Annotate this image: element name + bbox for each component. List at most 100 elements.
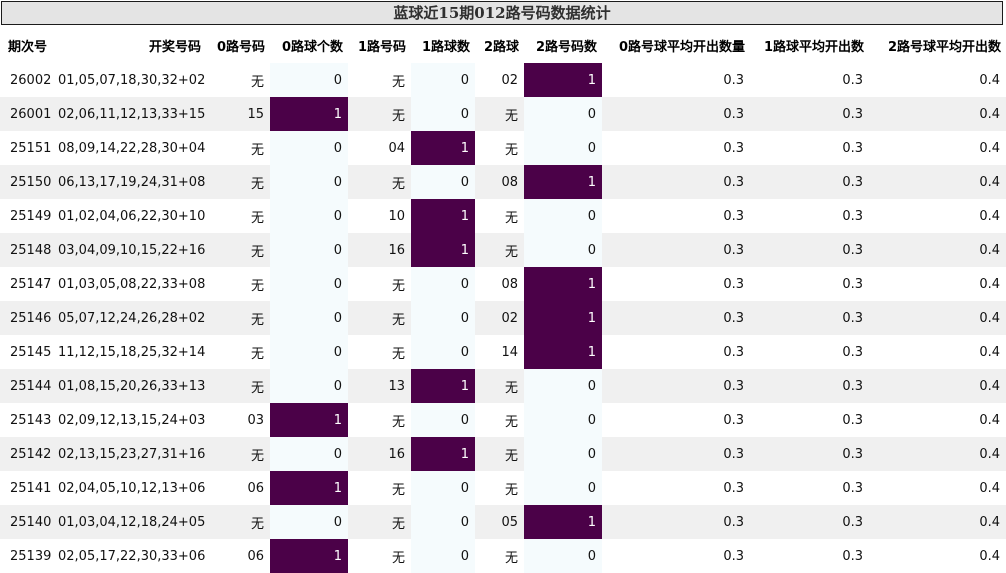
issue-cell: 25144	[0, 369, 58, 403]
road2-number-cell: 无	[475, 97, 524, 131]
header-road0-number: 0路号码	[206, 27, 270, 63]
road0-average-cell: 0.3	[602, 437, 750, 471]
road0-average-cell: 0.3	[602, 267, 750, 301]
road2-count-cell: 0	[524, 97, 602, 131]
road1-number-cell: 04	[348, 131, 411, 165]
road1-count-cell: 0	[411, 335, 475, 369]
road0-number-cell: 无	[206, 131, 270, 165]
draw-numbers-cell: 01,03,04,12,18,24+05	[58, 505, 206, 539]
road1-average-cell: 0.3	[750, 199, 869, 233]
road2-average-cell: 0.4	[869, 63, 1006, 97]
draw-numbers-cell: 02,13,15,23,27,31+16	[58, 437, 206, 471]
header-road2-count: 2路号码数	[524, 27, 602, 63]
road0-average-cell: 0.3	[602, 403, 750, 437]
road2-average-cell: 0.4	[869, 539, 1006, 573]
road2-average-cell: 0.4	[869, 97, 1006, 131]
road0-number-cell: 03	[206, 403, 270, 437]
road1-average-cell: 0.3	[750, 63, 869, 97]
table-row: 25145 11,12,15,18,25,32+14 无 0 无 0 14 1 0.3 0.3 0.…	[0, 335, 1006, 369]
road2-count-cell: 0	[524, 471, 602, 505]
road1-number-cell: 无	[348, 63, 411, 97]
road1-number-cell: 10	[348, 199, 411, 233]
road2-average-cell: 0.4	[869, 301, 1006, 335]
road1-count-cell: 0	[411, 471, 475, 505]
stats-table: 期次号 开奖号码 0路号码 0路球个数 1路号码 1路球数 2路球 2路号码数 …	[0, 27, 1006, 573]
road1-average-cell: 0.3	[750, 505, 869, 539]
road2-average-cell: 0.4	[869, 199, 1006, 233]
draw-numbers-cell: 01,05,07,18,30,32+02	[58, 63, 206, 97]
road0-number-cell: 无	[206, 369, 270, 403]
road1-count-cell: 0	[411, 165, 475, 199]
draw-numbers-cell: 02,09,12,13,15,24+03	[58, 403, 206, 437]
road2-count-cell: 0	[524, 131, 602, 165]
draw-numbers-cell: 11,12,15,18,25,32+14	[58, 335, 206, 369]
road2-count-cell: 1	[524, 63, 602, 97]
road0-number-cell: 06	[206, 539, 270, 573]
table-body: 26002 01,05,07,18,30,32+02 无 0 无 0 02 1 0.3 0.3 0.…	[0, 63, 1006, 573]
road1-number-cell: 无	[348, 165, 411, 199]
road0-average-cell: 0.3	[602, 165, 750, 199]
table-row: 25140 01,03,04,12,18,24+05 无 0 无 0 05 1 0.3 0.3 0.…	[0, 505, 1006, 539]
road0-count-cell: 0	[270, 63, 348, 97]
road2-average-cell: 0.4	[869, 369, 1006, 403]
road0-number-cell: 无	[206, 437, 270, 471]
road0-average-cell: 0.3	[602, 97, 750, 131]
road2-number-cell: 02	[475, 301, 524, 335]
road1-count-cell: 0	[411, 63, 475, 97]
table-row: 25144 01,08,15,20,26,33+13 无 0 13 1 无 0 0.3 0.3 0.…	[0, 369, 1006, 403]
road0-average-cell: 0.3	[602, 369, 750, 403]
road1-number-cell: 16	[348, 437, 411, 471]
road1-number-cell: 无	[348, 505, 411, 539]
header-road1-count: 1路球数	[411, 27, 475, 63]
road0-number-cell: 无	[206, 505, 270, 539]
table-title: 蓝球近15期012路号码数据统计	[1, 1, 1003, 25]
road1-number-cell: 无	[348, 471, 411, 505]
road0-average-cell: 0.3	[602, 471, 750, 505]
draw-numbers-cell: 06,13,17,19,24,31+08	[58, 165, 206, 199]
road1-average-cell: 0.3	[750, 233, 869, 267]
road2-number-cell: 05	[475, 505, 524, 539]
table-row: 26001 02,06,11,12,13,33+15 15 1 无 0 无 0 0.3 0.3 0.…	[0, 97, 1006, 131]
road1-count-cell: 1	[411, 369, 475, 403]
road0-count-cell: 0	[270, 369, 348, 403]
road1-count-cell: 0	[411, 267, 475, 301]
table-row: 25147 01,03,05,08,22,33+08 无 0 无 0 08 1 0.3 0.3 0.…	[0, 267, 1006, 301]
road2-count-cell: 1	[524, 335, 602, 369]
road1-number-cell: 13	[348, 369, 411, 403]
road2-number-cell: 无	[475, 471, 524, 505]
road1-average-cell: 0.3	[750, 165, 869, 199]
road0-count-cell: 1	[270, 539, 348, 573]
issue-cell: 25148	[0, 233, 58, 267]
road2-number-cell: 无	[475, 437, 524, 471]
road0-average-cell: 0.3	[602, 63, 750, 97]
road0-count-cell: 1	[270, 403, 348, 437]
draw-numbers-cell: 02,04,05,10,12,13+06	[58, 471, 206, 505]
road1-average-cell: 0.3	[750, 335, 869, 369]
road0-average-cell: 0.3	[602, 199, 750, 233]
draw-numbers-cell: 02,05,17,22,30,33+06	[58, 539, 206, 573]
road0-count-cell: 0	[270, 199, 348, 233]
road1-average-cell: 0.3	[750, 131, 869, 165]
road1-number-cell: 无	[348, 403, 411, 437]
road0-count-cell: 0	[270, 505, 348, 539]
table-row: 25139 02,05,17,22,30,33+06 06 1 无 0 无 0 0.3 0.3 0.…	[0, 539, 1006, 573]
road1-count-cell: 0	[411, 403, 475, 437]
road1-number-cell: 无	[348, 97, 411, 131]
road0-number-cell: 无	[206, 199, 270, 233]
road0-count-cell: 0	[270, 335, 348, 369]
issue-cell: 25142	[0, 437, 58, 471]
road1-count-cell: 0	[411, 97, 475, 131]
road1-average-cell: 0.3	[750, 403, 869, 437]
road1-number-cell: 无	[348, 335, 411, 369]
road0-average-cell: 0.3	[602, 233, 750, 267]
road2-average-cell: 0.4	[869, 437, 1006, 471]
road1-number-cell: 无	[348, 267, 411, 301]
road2-count-cell: 0	[524, 539, 602, 573]
draw-numbers-cell: 03,04,09,10,15,22+16	[58, 233, 206, 267]
road2-average-cell: 0.4	[869, 471, 1006, 505]
header-road0-average: 0路号球平均开出数量	[602, 27, 750, 63]
road2-count-cell: 1	[524, 165, 602, 199]
road2-count-cell: 1	[524, 267, 602, 301]
road1-count-cell: 1	[411, 437, 475, 471]
